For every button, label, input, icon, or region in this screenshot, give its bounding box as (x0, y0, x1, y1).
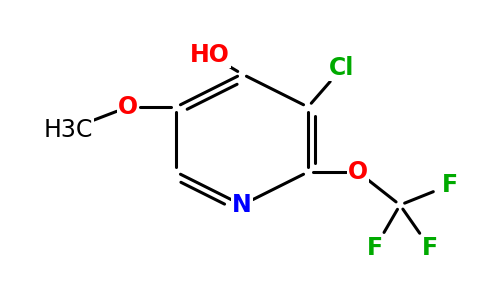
Text: N: N (232, 193, 252, 217)
Text: F: F (422, 236, 438, 260)
Text: H3C: H3C (43, 118, 93, 142)
Text: O: O (118, 95, 138, 119)
Text: O: O (348, 160, 368, 184)
Text: F: F (442, 173, 458, 197)
Text: Cl: Cl (329, 56, 355, 80)
Text: F: F (367, 236, 383, 260)
Text: HO: HO (190, 43, 230, 67)
